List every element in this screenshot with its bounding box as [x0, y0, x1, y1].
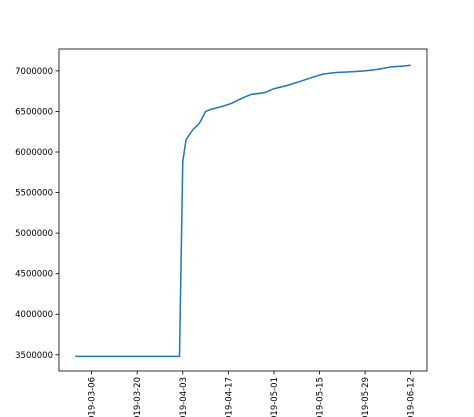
y-tick-label: 6000000: [15, 148, 53, 158]
x-tick-label: 2019-05-29: [361, 377, 371, 417]
y-tick-label: 4000000: [15, 310, 53, 320]
x-tick-label: 2019-04-17: [224, 377, 234, 417]
y-tick-label: 3500000: [15, 351, 53, 361]
x-tick-label: 2019-06-12: [407, 377, 417, 417]
plot-frame: [58, 48, 428, 372]
y-tick-label: 5000000: [15, 229, 53, 239]
y-tick-label: 6500000: [15, 107, 53, 117]
x-tick-label: 2019-05-15: [316, 377, 326, 417]
y-tick-label: 7000000: [15, 67, 53, 77]
x-tick-label: 2019-05-01: [270, 377, 280, 417]
x-tick-label: 2019-03-20: [133, 377, 143, 417]
y-tick-label: 5500000: [15, 189, 53, 199]
x-tick-label: 2019-04-03: [179, 377, 189, 417]
data-line: [75, 64, 411, 358]
y-tick-label: 4500000: [15, 270, 53, 280]
x-tick-label: 2019-03-06: [88, 377, 98, 417]
